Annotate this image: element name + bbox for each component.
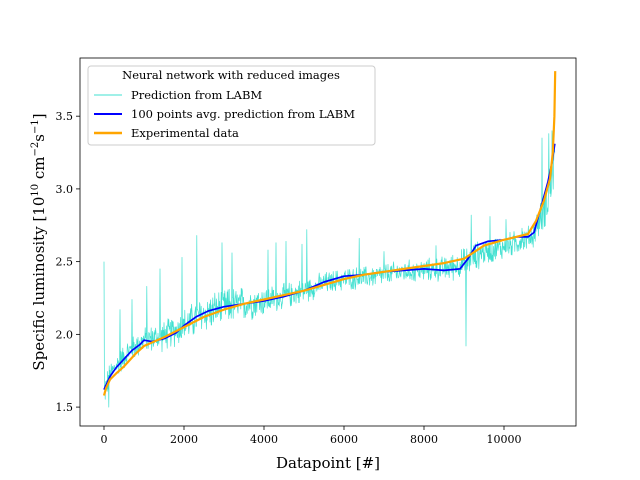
- y-tick-label: 2.0: [56, 328, 74, 341]
- legend-title: Neural network with reduced images: [122, 68, 340, 82]
- legend-box: [87, 65, 376, 146]
- legend-label-experimental: Experimental data: [131, 126, 239, 140]
- x-tick-label: 8000: [410, 433, 438, 446]
- axis-ticks: 0 2000 4000 6000 8000 10000 1.5 2.0 2.5 3.0 3.5: [56, 110, 522, 446]
- y-tick-label: 3.5: [56, 110, 74, 123]
- y-axis-label: Specific luminosity [1010 cm−2s−1]: [30, 113, 48, 370]
- x-tick-label: 4000: [250, 433, 278, 446]
- series-line-experimental-data: [102, 71, 557, 396]
- legend-label-average: 100 points avg. prediction from LABM: [131, 107, 355, 121]
- legend: Neural network with reduced images Predi…: [87, 65, 376, 146]
- x-tick-label: 10000: [487, 433, 522, 446]
- y-tick-label: 1.5: [56, 401, 74, 414]
- series-line-100-points-avg-prediction-from-labm: [103, 143, 556, 390]
- series-line-prediction-from-labm: [103, 130, 556, 408]
- plot-area: [102, 71, 557, 408]
- x-tick-label: 6000: [330, 433, 358, 446]
- x-tick-label: 0: [101, 433, 108, 446]
- x-axis-label: Datapoint [#]: [276, 454, 380, 472]
- axes-frame: [79, 57, 577, 427]
- x-tick-label: 2000: [170, 433, 198, 446]
- y-tick-label: 3.0: [56, 183, 74, 196]
- legend-label-prediction: Prediction from LABM: [131, 88, 262, 102]
- y-tick-label: 2.5: [56, 256, 74, 269]
